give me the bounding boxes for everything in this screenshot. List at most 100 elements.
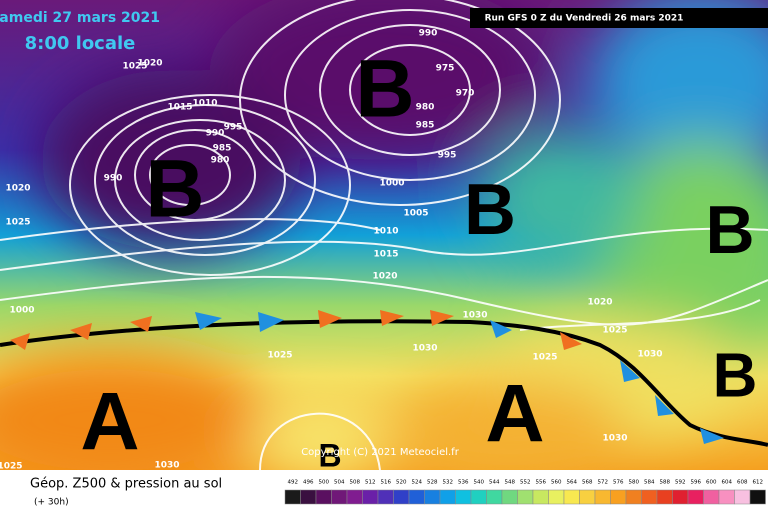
scale-label: 580 <box>629 480 640 486</box>
scale-swatch <box>501 489 518 505</box>
scale-swatch <box>486 489 503 505</box>
isobar-label: 970 <box>456 89 475 99</box>
isobar-label: 980 <box>211 156 230 166</box>
scale-swatch <box>579 489 596 505</box>
scale-label: 592 <box>675 480 686 486</box>
isobar-label: 1020 <box>587 298 612 308</box>
isobar-label: 1010 <box>192 99 217 109</box>
scale-label: 500 <box>319 480 330 486</box>
scale-label: 572 <box>598 480 609 486</box>
scale-label: 528 <box>427 480 438 486</box>
isobar-label: 1005 <box>403 209 428 219</box>
scale-label: 612 <box>753 480 764 486</box>
scale-swatch <box>641 489 658 505</box>
isobar-label: 1030 <box>154 461 179 471</box>
scale-swatch <box>563 489 580 505</box>
scale-swatch <box>734 489 751 505</box>
scale-swatch <box>749 489 766 505</box>
isobar-label: 1025 <box>5 218 30 228</box>
isobar-label: 1020 <box>5 184 30 194</box>
isobar-label: 995 <box>224 123 243 133</box>
scale-label: 568 <box>582 480 593 486</box>
scale-swatch <box>532 489 549 505</box>
run-box <box>470 8 768 28</box>
isobar-label: 1010 <box>373 227 398 237</box>
scale-swatch <box>439 489 456 505</box>
pressure-center: B <box>145 144 204 235</box>
scale-swatch <box>331 489 348 505</box>
scale-swatch <box>610 489 627 505</box>
legend-title: Géop. Z500 & pression au sol <box>30 477 222 492</box>
pressure-center: B <box>355 44 414 135</box>
scale-swatch <box>517 489 534 505</box>
isobar-label: 985 <box>213 144 232 154</box>
scale-label: 544 <box>489 480 500 486</box>
scale-label: 596 <box>691 480 702 486</box>
scale-label: 552 <box>520 480 531 486</box>
isobar-label: 1015 <box>167 103 192 113</box>
scale-swatch <box>672 489 689 505</box>
scale-label: 520 <box>396 480 407 486</box>
isobar-label: 1025 <box>0 462 23 472</box>
scale-swatch <box>284 489 301 505</box>
scale-swatch <box>594 489 611 505</box>
scale-label: 536 <box>458 480 469 486</box>
isobar-label: 990 <box>206 129 225 139</box>
scale-swatch <box>315 489 332 505</box>
pressure-center: B <box>318 437 341 473</box>
time: 8:00 locale <box>25 33 136 54</box>
scale-swatch <box>455 489 472 505</box>
isobar-label: 1030 <box>462 311 487 321</box>
scale-label: 512 <box>365 480 376 486</box>
date: Samedi 27 mars 2021 <box>0 10 160 26</box>
scale-swatch <box>703 489 720 505</box>
run-info: Run GFS 0 Z du Vendredi 26 mars 2021 <box>485 14 684 24</box>
scale-label: 492 <box>288 480 299 486</box>
isobar-label: 1020 <box>137 59 162 69</box>
isobar-label: 980 <box>416 103 435 113</box>
copyright: Copyright (C) 2021 Meteociel.fr <box>301 447 460 458</box>
isobar-label: 1000 <box>9 306 34 316</box>
isobar-label: 1025 <box>267 351 292 361</box>
scale-swatch <box>393 489 410 505</box>
scale-swatch <box>718 489 735 505</box>
scale-label: 588 <box>660 480 671 486</box>
pressure-center: B <box>705 192 754 268</box>
scale-label: 576 <box>613 480 624 486</box>
scale-label: 564 <box>567 480 578 486</box>
isobar-label: 1020 <box>372 272 397 282</box>
scale-label: 608 <box>737 480 748 486</box>
isobar-label: 990 <box>419 29 438 39</box>
scale-label: 516 <box>381 480 392 486</box>
scale-label: 508 <box>350 480 361 486</box>
scale-label: 504 <box>334 480 345 486</box>
isobar-label: 1025 <box>602 326 627 336</box>
scale-swatch <box>362 489 379 505</box>
scale-label: 604 <box>722 480 733 486</box>
isobar-label: 990 <box>104 174 123 184</box>
isobar-label: 975 <box>436 64 455 74</box>
pressure-center: A <box>80 377 139 468</box>
isobar-label: 985 <box>416 121 435 131</box>
pressure-center: A <box>485 369 544 460</box>
scale-label: 496 <box>303 480 314 486</box>
pressure-center: B <box>713 341 758 410</box>
scale-label: 556 <box>536 480 547 486</box>
scale-swatch <box>346 489 363 505</box>
scale-label: 540 <box>474 480 485 486</box>
map-area: 9909759709809859951000100510101015102010… <box>0 0 768 473</box>
scale-swatch <box>625 489 642 505</box>
scale-swatch <box>300 489 317 505</box>
scale-swatch <box>408 489 425 505</box>
scale-label: 560 <box>551 480 562 486</box>
scale-swatch <box>548 489 565 505</box>
scale-swatch <box>656 489 673 505</box>
isobar-label: 1025 <box>122 62 147 72</box>
scale-label: 532 <box>443 480 454 486</box>
scale-swatch <box>470 489 487 505</box>
scale-label: 600 <box>706 480 717 486</box>
isobar-label: 1015 <box>373 250 398 260</box>
isobar-label: 1000 <box>379 179 404 189</box>
scale-swatch <box>424 489 441 505</box>
